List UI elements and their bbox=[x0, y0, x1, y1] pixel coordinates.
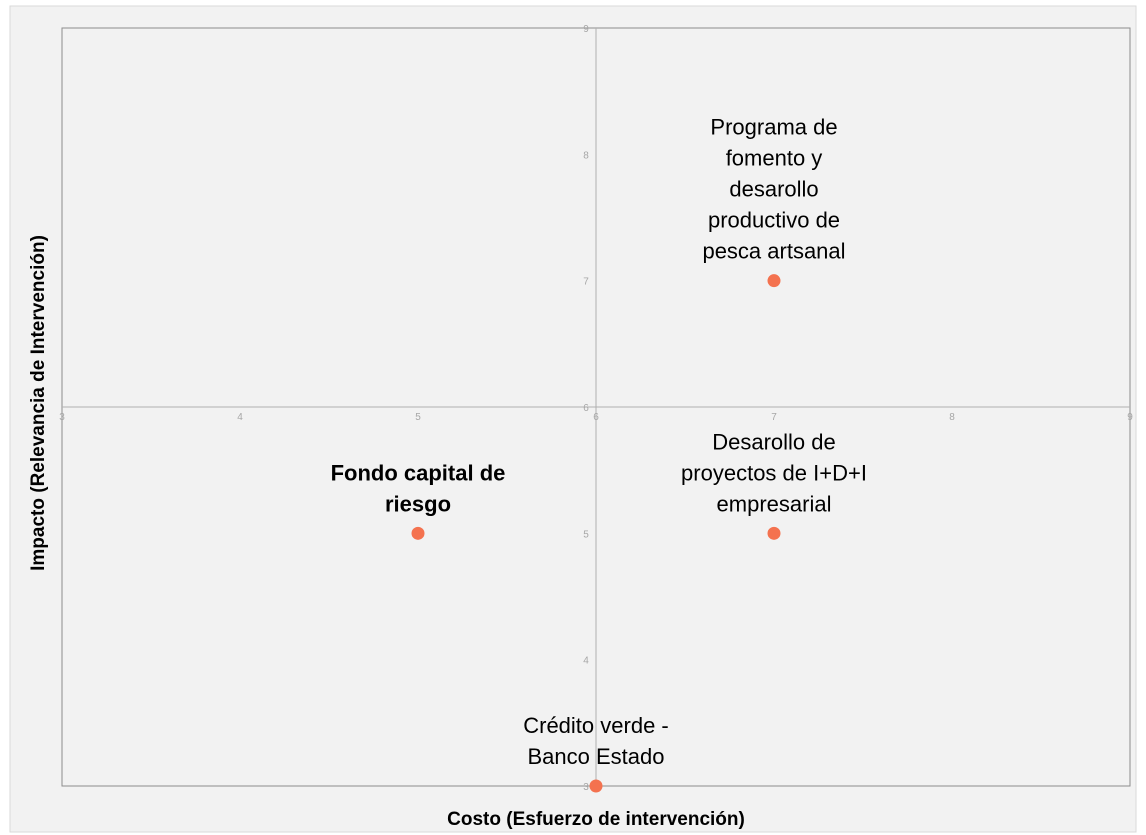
y-tick-labels: 3 4 5 6 7 8 9 bbox=[583, 24, 589, 793]
x-tick-label: 7 bbox=[771, 412, 777, 423]
data-label: Crédito verde - bbox=[523, 713, 669, 738]
x-tick-label: 3 bbox=[59, 412, 65, 423]
data-labels: Programa de fomento y desarollo productivo … bbox=[331, 115, 867, 769]
x-tick-label: 4 bbox=[237, 412, 243, 423]
y-axis-title: Impacto (Relevancia de Intervención) bbox=[28, 235, 49, 571]
y-tick-label: 8 bbox=[583, 150, 589, 161]
data-label: empresarial bbox=[717, 491, 832, 516]
data-points bbox=[411, 274, 781, 793]
x-tick-label: 8 bbox=[949, 412, 955, 423]
data-label: riesgo bbox=[385, 491, 451, 516]
data-point bbox=[589, 779, 603, 793]
data-point bbox=[411, 526, 425, 540]
data-label: fomento y bbox=[726, 146, 823, 171]
y-tick-label: 3 bbox=[583, 782, 589, 793]
data-label: Programa de bbox=[710, 115, 837, 140]
data-point bbox=[767, 526, 781, 540]
x-axis-title: Costo (Esfuerzo de intervención) bbox=[447, 809, 745, 830]
data-label: Desarollo de bbox=[712, 429, 836, 454]
y-tick-label: 6 bbox=[583, 403, 589, 414]
data-label: Fondo capital de bbox=[331, 460, 506, 485]
y-tick-label: 5 bbox=[583, 529, 589, 540]
x-tick-label: 9 bbox=[1127, 412, 1133, 423]
data-label: proyectos de I+D+I bbox=[681, 460, 867, 485]
data-point bbox=[767, 274, 781, 288]
x-tick-label: 6 bbox=[593, 412, 599, 423]
x-tick-labels: 3 4 5 6 7 8 9 bbox=[59, 412, 1133, 423]
y-tick-label: 4 bbox=[583, 656, 589, 667]
y-tick-label: 7 bbox=[583, 277, 589, 288]
data-label: productivo de bbox=[708, 208, 840, 233]
data-label: desarollo bbox=[729, 177, 818, 202]
y-tick-label: 9 bbox=[583, 24, 589, 35]
x-tick-label: 5 bbox=[415, 412, 421, 423]
data-label: Banco Estado bbox=[528, 744, 665, 769]
data-label: pesca artsanal bbox=[702, 239, 845, 264]
